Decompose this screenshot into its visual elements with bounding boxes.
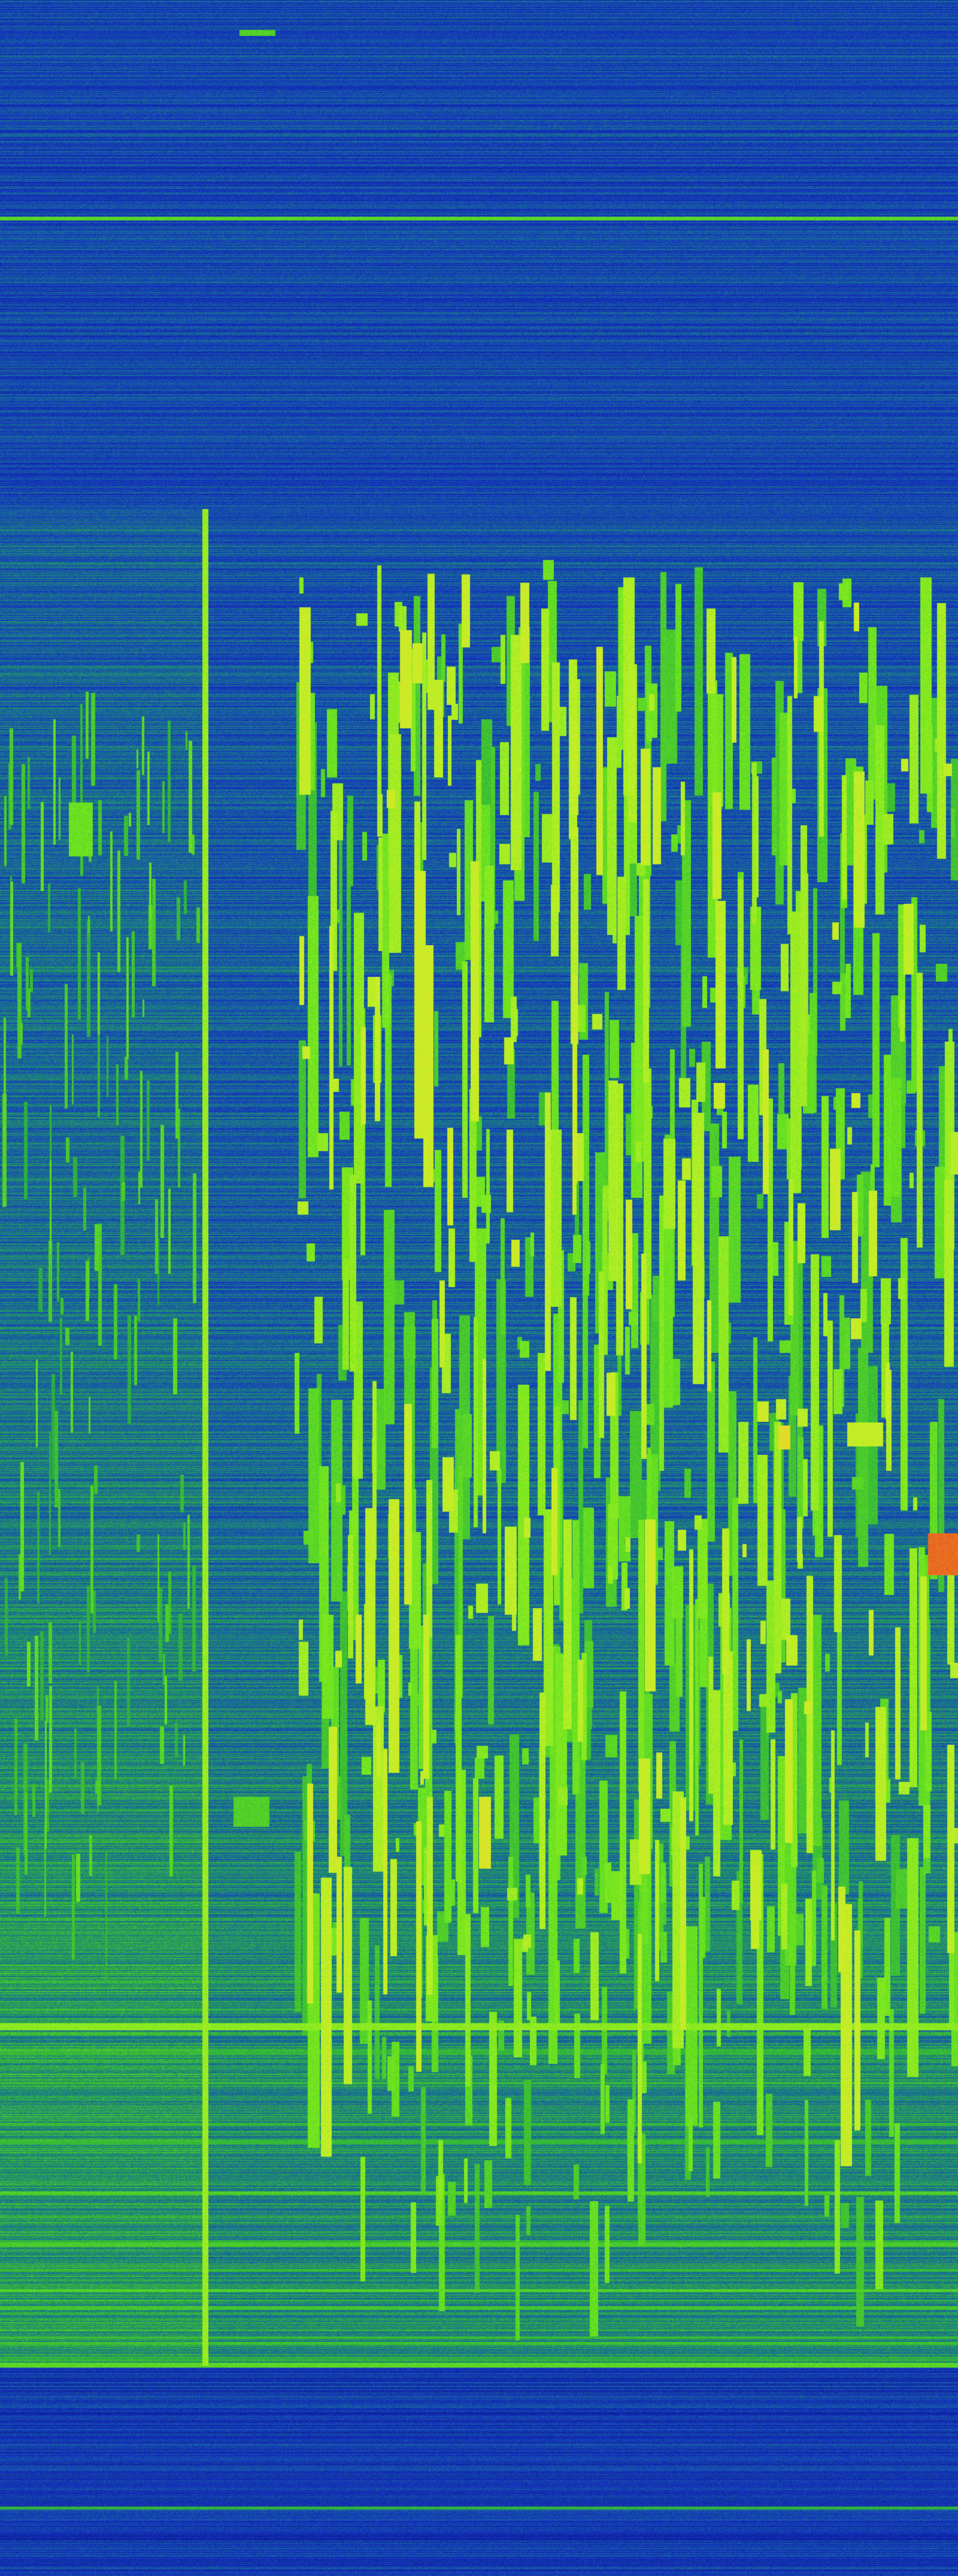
spectrogram-canvas xyxy=(0,0,958,2576)
spectrogram-view xyxy=(0,0,958,2576)
